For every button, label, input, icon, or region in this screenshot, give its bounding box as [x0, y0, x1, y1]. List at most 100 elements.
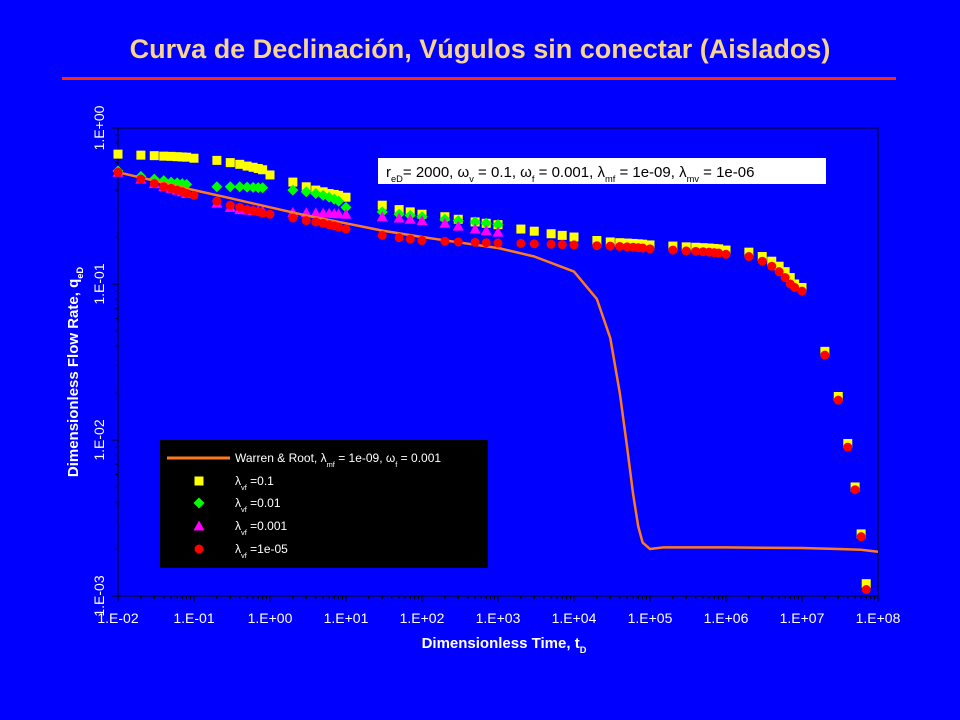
data-point-square	[265, 170, 275, 180]
y-tick-label: 1.E+00	[91, 105, 107, 150]
data-point-square	[546, 229, 556, 239]
data-point-diamond	[310, 188, 322, 200]
data-point-square	[212, 155, 222, 165]
x-tick-label: 1.E+02	[400, 610, 445, 626]
data-point-square	[225, 158, 235, 168]
data-point-circle	[225, 200, 235, 210]
data-point-circle	[714, 248, 724, 258]
x-tick-label: 1.E+07	[780, 610, 825, 626]
x-tick-label: 1.E-02	[97, 610, 138, 626]
legend-entry: λvf =1e-05	[235, 542, 288, 560]
data-point-circle	[159, 182, 169, 192]
data-point-square	[592, 236, 602, 246]
data-point-square	[136, 150, 146, 160]
data-point-circle	[546, 239, 556, 249]
data-point-square	[774, 261, 784, 271]
data-point-circle	[691, 246, 701, 256]
data-point-square	[172, 152, 182, 162]
data-point-circle	[645, 244, 655, 254]
data-point-circle	[757, 256, 767, 266]
data-point-triangle	[492, 226, 504, 237]
data-point-square	[341, 192, 351, 202]
x-tick-label: 1.E+03	[476, 610, 521, 626]
data-point-square	[189, 153, 199, 163]
data-point-circle	[790, 282, 800, 292]
data-point-triangle	[480, 225, 492, 236]
data-point-circle	[767, 261, 777, 271]
data-point-diamond	[241, 181, 253, 193]
data-point-circle	[453, 237, 463, 247]
data-point-circle	[113, 167, 123, 177]
data-point-diamond	[234, 181, 246, 193]
data-point-square	[516, 224, 526, 234]
data-point-square	[242, 161, 252, 171]
data-point-triangle	[416, 215, 428, 226]
data-point-circle	[843, 442, 853, 452]
legend-box	[160, 440, 488, 568]
data-point-circle	[212, 196, 222, 206]
data-point-circle	[194, 544, 204, 554]
data-point-diamond	[340, 201, 352, 213]
data-point-circle	[265, 209, 275, 219]
data-point-square	[785, 273, 795, 283]
data-point-circle	[258, 208, 268, 218]
data-point-circle	[861, 585, 871, 595]
data-point-circle	[557, 240, 567, 250]
y-axis-title: Dimensionless Flow Rate, qeD	[65, 267, 85, 478]
title-underline	[62, 77, 896, 80]
y-tick-label: 1.E-02	[91, 419, 107, 460]
data-point-circle	[780, 273, 790, 283]
data-point-circle	[377, 230, 387, 240]
data-point-circle	[744, 252, 754, 262]
data-point-circle	[668, 245, 678, 255]
data-point-circle	[797, 286, 807, 296]
data-point-diamond	[211, 181, 223, 193]
data-point-triangle	[340, 208, 352, 219]
data-point-circle	[394, 233, 404, 243]
series-warren-root-line	[117, 171, 879, 554]
data-point-circle	[516, 238, 526, 248]
data-point-circle	[529, 239, 539, 249]
data-point-diamond	[287, 184, 299, 196]
data-point-square	[113, 149, 123, 159]
series-diamond	[112, 165, 504, 231]
x-tick-label: 1.E+08	[856, 610, 901, 626]
data-point-triangle	[452, 220, 464, 231]
data-point-square	[182, 152, 192, 162]
data-point-triangle	[404, 213, 416, 224]
data-point-square	[569, 232, 579, 242]
data-point-triangle	[393, 212, 405, 223]
data-point-circle	[341, 224, 351, 234]
data-point-triangle	[439, 217, 451, 228]
data-point-circle	[493, 238, 503, 248]
data-point-diamond	[257, 182, 269, 194]
data-point-circle	[605, 241, 615, 251]
data-point-triangle	[333, 208, 345, 219]
data-point-triangle	[193, 520, 205, 531]
y-axis-title-text: Dimensionless Flow Rate, q	[65, 279, 82, 477]
data-point-circle	[417, 236, 427, 246]
data-point-square	[288, 177, 298, 187]
data-point-square	[757, 252, 767, 262]
data-point-diamond	[492, 219, 504, 231]
data-point-circle	[481, 238, 491, 248]
y-tick-label: 1.E-03	[91, 575, 107, 616]
data-point-circle	[440, 236, 450, 246]
data-point-circle	[615, 241, 625, 251]
data-point-circle	[856, 532, 866, 542]
data-point-square	[780, 267, 790, 277]
data-point-square	[149, 151, 159, 161]
data-point-triangle	[310, 207, 322, 218]
data-point-circle	[681, 246, 691, 256]
data-point-circle	[833, 395, 843, 405]
x-tick-label: 1.E+06	[704, 610, 749, 626]
annotation-box	[378, 158, 826, 184]
data-point-diamond	[480, 217, 492, 229]
data-point-circle	[569, 240, 579, 250]
data-point-square	[166, 151, 176, 161]
data-point-circle	[405, 234, 415, 244]
slide-title: Curva de Declinación, Vúgulos sin conect…	[129, 34, 831, 64]
legend-entry: λvf =0.1	[235, 474, 274, 492]
data-point-circle	[235, 202, 245, 212]
